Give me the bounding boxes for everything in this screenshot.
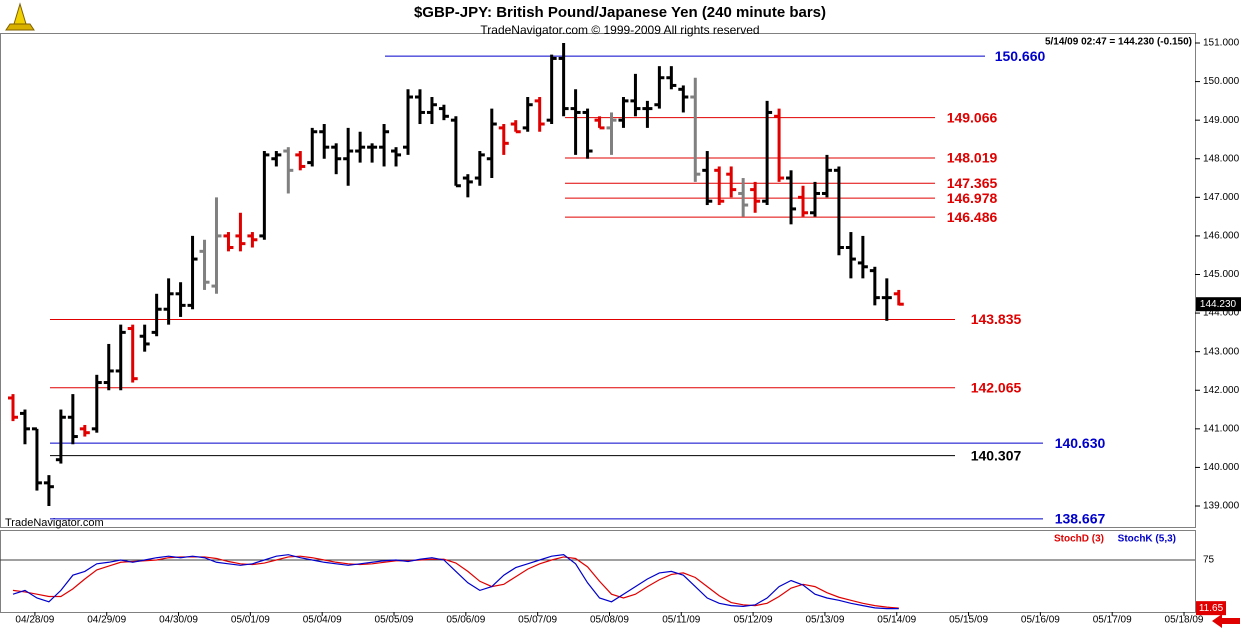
level-label: 146.978	[947, 190, 998, 206]
x-tick-label: 05/16/09	[1021, 615, 1060, 626]
y-tick-label: 75	[1203, 555, 1215, 566]
level-label: 143.835	[971, 311, 1022, 327]
level-label: 146.486	[947, 209, 998, 225]
level-label: 138.667	[1055, 511, 1106, 527]
chart-title: $GBP-JPY: British Pound/Japanese Yen (24…	[414, 4, 826, 21]
y-tick-label: 139.000	[1203, 501, 1240, 512]
x-tick-label: 05/07/09	[518, 615, 557, 626]
y-tick-label: 148.000	[1203, 153, 1240, 164]
x-tick-label: 05/15/09	[949, 615, 988, 626]
level-label: 149.066	[947, 109, 998, 125]
y-tick-label: 149.000	[1203, 115, 1240, 126]
y-tick-label: 145.000	[1203, 269, 1240, 280]
x-tick-label: 05/17/09	[1093, 615, 1132, 626]
level-label: 142.065	[971, 379, 1022, 395]
y-tick-label: 150.000	[1203, 76, 1240, 87]
x-tick-label: 05/13/09	[805, 615, 844, 626]
x-tick-label: 05/14/09	[877, 615, 916, 626]
x-tick-label: 05/11/09	[662, 615, 701, 626]
stoch-value-label: 11.65	[1199, 603, 1224, 614]
x-tick-label: 05/04/09	[303, 615, 342, 626]
y-tick-label: 141.000	[1203, 423, 1240, 434]
stoch-panel	[0, 530, 1196, 613]
y-tick-label: 146.000	[1203, 231, 1240, 242]
y-tick-label: 140.000	[1203, 462, 1240, 473]
level-label: 147.365	[947, 175, 998, 191]
x-tick-label: 04/28/09	[15, 615, 54, 626]
x-tick-label: 04/30/09	[159, 615, 198, 626]
logo	[5, 2, 35, 31]
chart-subtitle: TradeNavigator.com © 1999-2009 All right…	[480, 23, 759, 37]
scroll-arrow[interactable]	[1212, 614, 1240, 628]
y-tick-label: 151.000	[1203, 38, 1240, 49]
x-tick-label: 05/01/09	[231, 615, 270, 626]
last-label: 144.230	[1200, 299, 1237, 310]
stoch-value-box	[1196, 601, 1226, 616]
watermark: TradeNavigator.com	[5, 517, 104, 529]
x-tick-label: 05/05/09	[375, 615, 414, 626]
x-tick-label: 04/29/09	[87, 615, 126, 626]
y-tick-label: 142.000	[1203, 385, 1240, 396]
stoch-line	[12, 554, 899, 610]
x-tick-label: 05/12/09	[734, 615, 773, 626]
price-panel	[0, 33, 1196, 528]
x-tick-label: 05/08/09	[590, 615, 629, 626]
legend-entry: StochK (5,3)	[1118, 534, 1176, 545]
level-label: 148.019	[947, 150, 998, 166]
y-tick-label: 144.000	[1203, 308, 1240, 319]
level-label: 140.307	[971, 447, 1022, 463]
level-label: 150.660	[995, 48, 1046, 64]
x-tick-label: 05/06/09	[446, 615, 485, 626]
x-tick-label: 05/18/09	[1165, 615, 1204, 626]
legend-entry: StochD (3)	[1054, 534, 1104, 545]
y-tick-label: 147.000	[1203, 192, 1240, 203]
last-box	[1196, 297, 1241, 312]
level-label: 140.630	[1055, 435, 1106, 451]
info: 5/14/09 02:47 = 144.230 (-0.150)	[1045, 37, 1192, 48]
y-tick-label: 143.000	[1203, 346, 1240, 357]
